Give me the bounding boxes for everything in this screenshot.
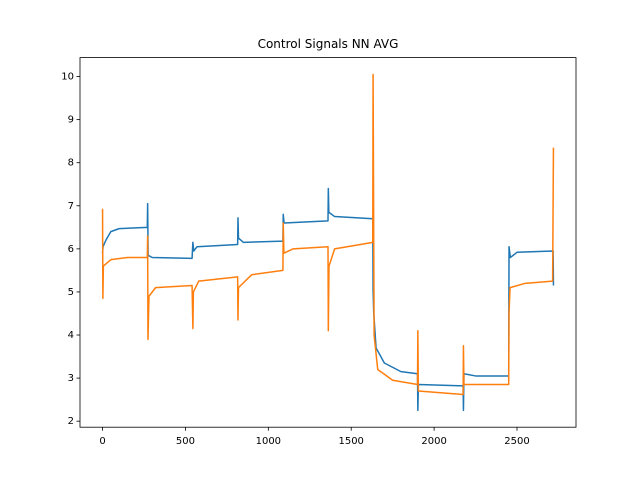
x-tick-label: 2500	[504, 436, 529, 447]
x-tick-label: 0	[99, 436, 105, 447]
y-tick-label: 8	[68, 158, 74, 169]
x-tick-label: 1000	[256, 436, 281, 447]
plot-frame	[79, 57, 577, 428]
y-tick-label: 2	[68, 416, 74, 427]
y-tick-label: 3	[68, 373, 74, 384]
chart-title: Control Signals NN AVG	[258, 37, 399, 51]
y-tick-label: 10	[61, 72, 74, 83]
y-tick-label: 5	[68, 287, 74, 298]
x-tick-label: 2000	[421, 436, 446, 447]
y-tick-label: 6	[68, 244, 74, 255]
x-tick-label: 1500	[338, 436, 363, 447]
x-tick-label: 500	[176, 436, 195, 447]
series-line	[101, 73, 555, 396]
y-tick-label: 9	[68, 115, 74, 126]
y-tick-label: 7	[68, 201, 74, 212]
y-tick-label: 4	[68, 330, 74, 341]
